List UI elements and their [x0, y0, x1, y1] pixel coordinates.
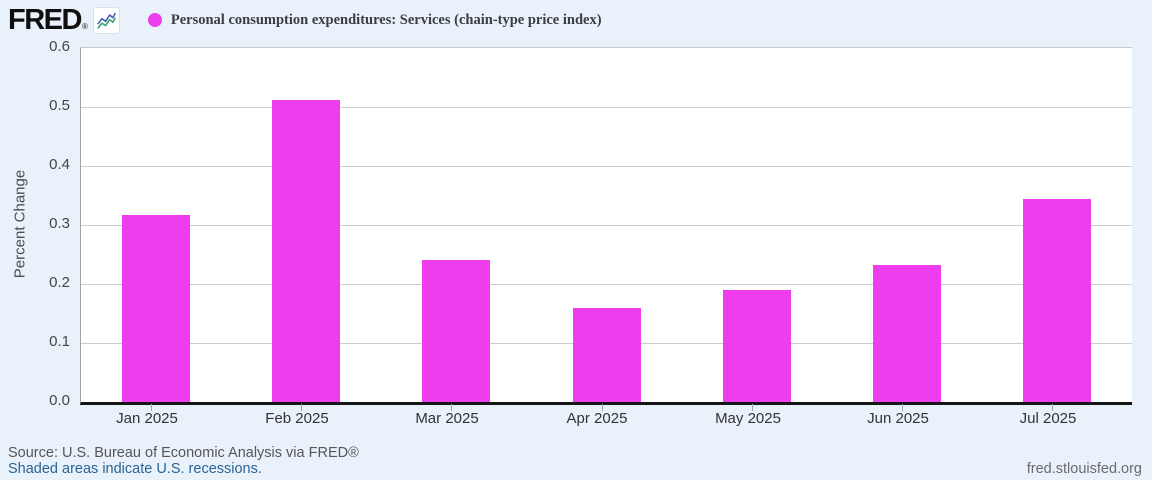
bar-jan-2025[interactable]: [122, 215, 190, 402]
x-tick-label: Jun 2025: [867, 410, 929, 427]
x-tick-label: May 2025: [715, 410, 781, 427]
x-tick-label: Feb 2025: [265, 410, 329, 427]
fred-sparkline-icon: [92, 6, 120, 34]
bar-jun-2025[interactable]: [873, 265, 941, 402]
x-tick: [602, 404, 603, 411]
x-tick-label: Apr 2025: [566, 410, 628, 427]
gridline: [81, 284, 1132, 285]
gridline: [81, 166, 1132, 167]
x-tick-label: Jul 2025: [1019, 410, 1077, 427]
registered-mark: ®: [81, 22, 88, 31]
header: FRED ® Personal consumption expenditures…: [8, 4, 602, 36]
x-tick: [902, 404, 903, 411]
x-tick: [451, 404, 452, 411]
gridline: [81, 225, 1132, 226]
plot-area: [80, 47, 1132, 405]
x-tick-label: Jan 2025: [116, 410, 178, 427]
x-tick: [151, 404, 152, 411]
y-tick-label: 0.1: [49, 333, 70, 350]
bar-mar-2025[interactable]: [422, 260, 490, 402]
bar-apr-2025[interactable]: [573, 308, 641, 402]
y-tick-label: 0.2: [49, 274, 70, 291]
x-tick: [1052, 404, 1053, 411]
recessions-link[interactable]: Shaded areas indicate U.S. recessions.: [8, 461, 262, 477]
y-tick-label: 0.6: [49, 38, 70, 55]
legend: Personal consumption expenditures: Servi…: [147, 11, 602, 29]
source-note: Source: U.S. Bureau of Economic Analysis…: [8, 445, 359, 461]
x-tick: [301, 404, 302, 411]
gridline: [81, 107, 1132, 108]
legend-label: Personal consumption expenditures: Servi…: [170, 11, 602, 28]
y-tick-label: 0.3: [49, 215, 70, 232]
y-tick-label: 0.0: [49, 392, 70, 409]
legend-marker-icon: [147, 13, 162, 27]
bar-may-2025[interactable]: [723, 290, 791, 402]
fred-logo-text: FRED: [8, 4, 82, 36]
y-tick-label: 0.5: [49, 97, 70, 114]
bar-feb-2025[interactable]: [272, 100, 340, 402]
x-tick: [752, 404, 753, 411]
fred-logo[interactable]: FRED ®: [8, 4, 120, 36]
y-tick-label: 0.4: [49, 156, 70, 173]
bar-jul-2025[interactable]: [1023, 199, 1091, 402]
x-tick-label: Mar 2025: [415, 410, 479, 427]
fred-site-link[interactable]: fred.stlouisfed.org: [1026, 461, 1142, 477]
